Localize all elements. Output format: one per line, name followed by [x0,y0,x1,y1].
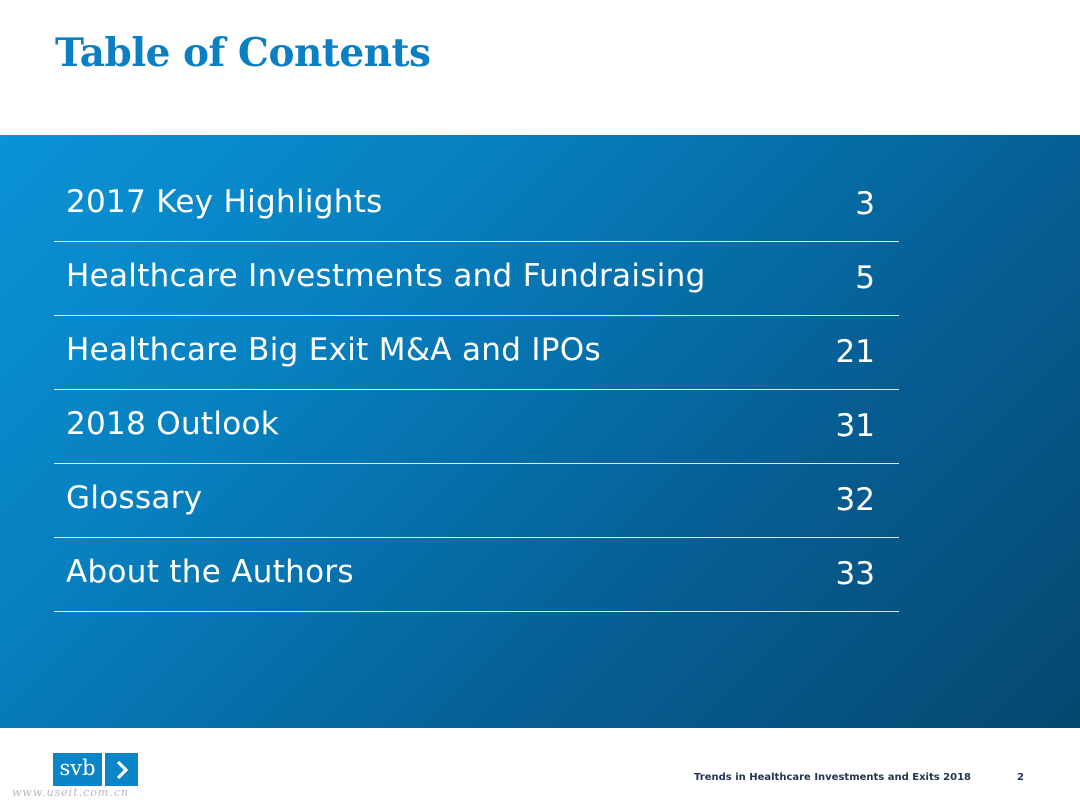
watermark-text: www.useit.com.cn [12,786,130,799]
toc-item-glossary[interactable]: Glossary 32 [54,464,899,538]
svb-logo: svb [53,753,138,786]
toc-item-about-authors[interactable]: About the Authors 33 [54,538,899,612]
toc-item-big-exit-ma-ipos[interactable]: Healthcare Big Exit M&A and IPOs 21 [54,316,899,390]
chevron-right-icon [105,753,138,786]
logo-wordmark: svb [53,753,102,786]
toc-item-label: Healthcare Investments and Fundraising [66,258,706,294]
table-of-contents: 2017 Key Highlights 3 Healthcare Investm… [54,168,899,612]
toc-item-key-highlights[interactable]: 2017 Key Highlights 3 [54,168,899,242]
toc-item-label: Healthcare Big Exit M&A and IPOs [66,332,601,368]
page-title: Table of Contents [55,30,431,76]
toc-item-page: 31 [835,408,875,444]
contents-band [0,135,1080,728]
footer-report-title: Trends in Healthcare Investments and Exi… [694,772,971,783]
toc-item-page: 21 [835,334,875,370]
toc-item-page: 33 [835,556,875,592]
toc-item-investments-fundraising[interactable]: Healthcare Investments and Fundraising 5 [54,242,899,316]
toc-item-label: 2017 Key Highlights [66,184,383,220]
toc-item-page: 32 [835,482,875,518]
toc-item-page: 3 [855,186,875,222]
toc-item-label: About the Authors [66,554,354,590]
toc-item-label: Glossary [66,480,203,516]
toc-item-label: 2018 Outlook [66,406,280,442]
toc-item-outlook[interactable]: 2018 Outlook 31 [54,390,899,464]
toc-item-page: 5 [855,260,875,296]
footer-page-number: 2 [1017,772,1024,783]
